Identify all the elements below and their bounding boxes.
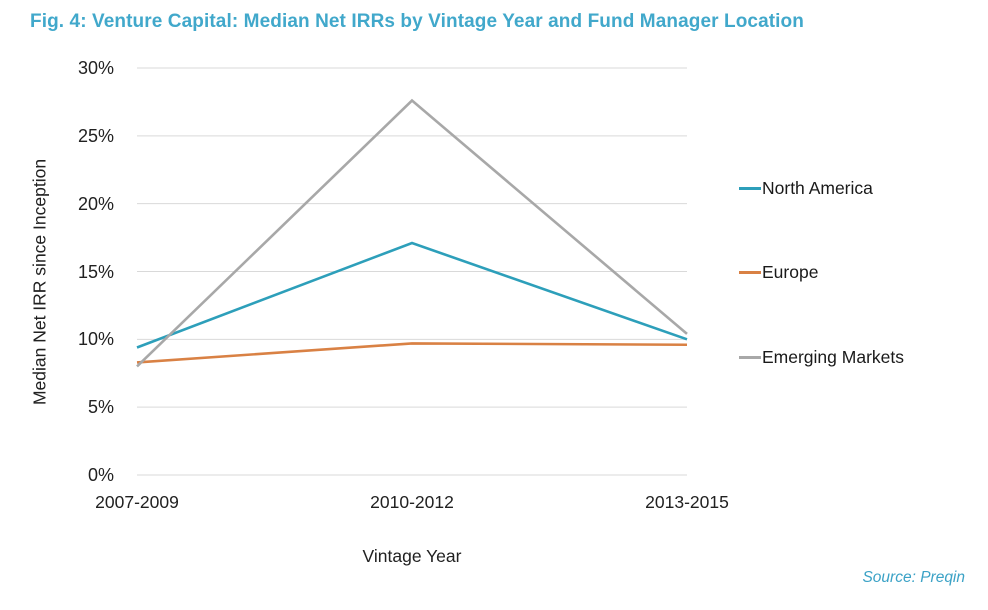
y-tick-label: 20% [77,193,114,214]
y-tick-label: 10% [77,329,114,350]
legend-dash-icon [739,271,761,274]
x-tick-label: 2010-2012 [370,492,454,512]
legend: North America Europe Emerging Markets [739,0,979,476]
figure-title: Fig. 4: Venture Capital: Median Net IRRs… [30,11,804,32]
source-note: Source: Preqin [862,569,965,586]
x-tick-label: 2007-2009 [95,492,179,512]
legend-label: Emerging Markets [762,346,904,367]
y-tick-label: 0% [87,465,114,485]
legend-dash-icon [739,186,761,190]
legend-item-europe: Europe [739,261,818,285]
x-axis-title: Vintage Year [362,546,462,566]
y-tick-label: 25% [77,125,114,146]
legend-item-north-america: North America [739,176,873,200]
legend-dash-icon [739,355,761,359]
plot-area [136,67,688,476]
series-line-north-america [136,241,688,349]
legend-label: North America [762,177,873,198]
legend-item-emerging-markets: Emerging Markets [739,345,904,369]
y-tick-label: 5% [87,397,114,418]
series-line-emerging-markets [136,98,688,368]
legend-label: Europe [762,262,819,282]
series-line-europe [136,342,688,364]
y-tick-label: 15% [77,261,114,282]
y-tick-label: 30% [77,58,114,78]
x-tick-label: 2013-2015 [645,492,729,512]
